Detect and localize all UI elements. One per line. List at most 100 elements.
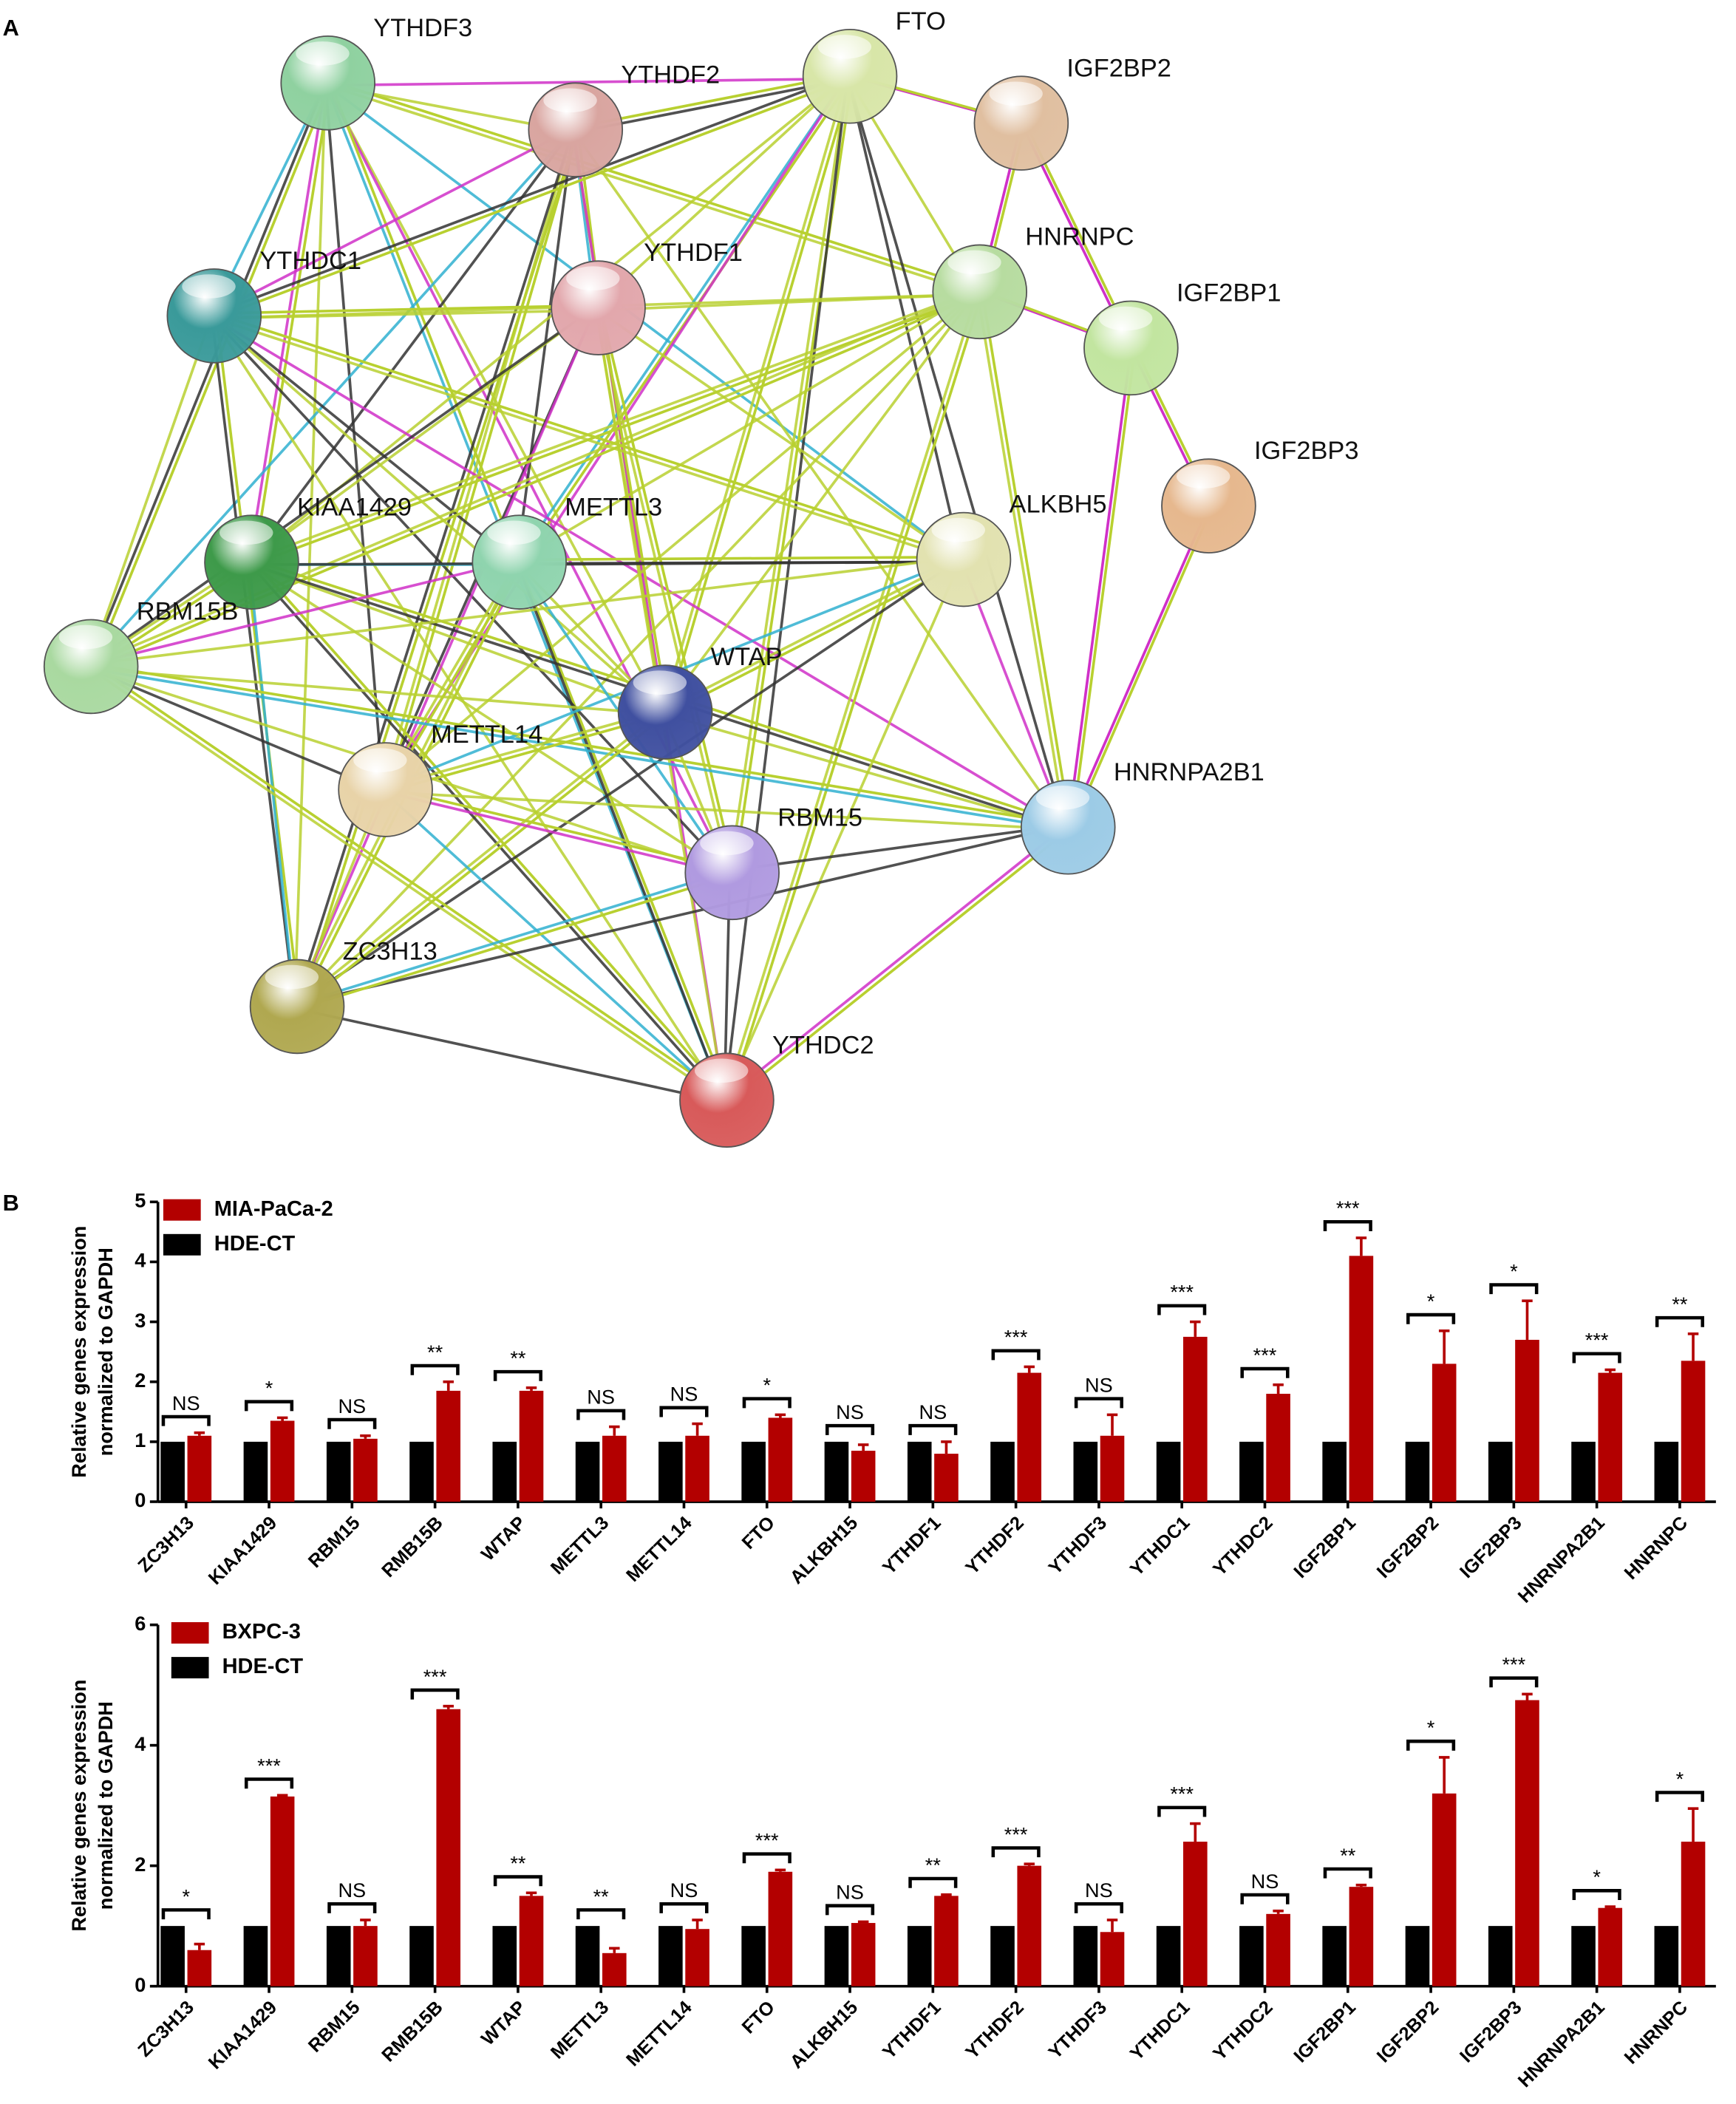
edge: [723, 290, 979, 1100]
significance-bracket: [1074, 1902, 1123, 1913]
significance-bracket: [576, 1908, 626, 1920]
y-tick-label: 6: [135, 1612, 146, 1635]
node-label: KIAA1429: [297, 493, 412, 521]
edge: [1071, 505, 1214, 828]
edge: [250, 288, 980, 562]
significance-label: NS: [1085, 1374, 1113, 1397]
node-label: YTHDC1: [259, 247, 361, 275]
legend-label: BXPC-3: [222, 1620, 301, 1644]
node-highlight: [265, 964, 319, 990]
edge: [516, 74, 849, 562]
x-tick-label: ALKBH15: [786, 1513, 862, 1588]
bar: [824, 1441, 849, 1502]
bar: [1322, 1441, 1347, 1502]
edge: [90, 667, 666, 716]
edge: [211, 316, 519, 565]
bar-chart: 0 2 4 6 Relative genes expression normalized …: [67, 1612, 1716, 2091]
edge: [89, 667, 386, 794]
bar: [270, 1420, 295, 1502]
significance-label: NS: [1251, 1870, 1279, 1893]
significance-label: ***: [1336, 1196, 1360, 1219]
x-tick-label: IGF2BP1: [1290, 1513, 1360, 1582]
significance-bracket: [991, 1349, 1041, 1361]
bar: [741, 1926, 766, 1986]
bar: [160, 1926, 185, 1986]
bar: [1598, 1907, 1623, 1986]
edge: [87, 81, 327, 667]
edge: [1070, 347, 1137, 828]
bar: [519, 1896, 544, 1986]
node-highlight: [947, 250, 1001, 275]
edge: [666, 76, 854, 713]
edge: [723, 557, 963, 1100]
edge: [211, 316, 665, 715]
significance-bracket: [659, 1406, 709, 1417]
bar: [907, 1441, 932, 1502]
significance-bracket: [742, 1397, 792, 1409]
bar: [990, 1441, 1015, 1502]
significance-bracket: [1157, 1304, 1207, 1315]
bar: [1073, 1926, 1098, 1986]
significance-bracket: [1074, 1397, 1123, 1409]
bar: [990, 1926, 1015, 1986]
bar: [1183, 1336, 1208, 1502]
node-highlight: [700, 831, 754, 856]
significance-bracket: [742, 1852, 792, 1864]
bar: [575, 1926, 600, 1986]
significance-bracket: [825, 1904, 875, 1916]
significance-label: *: [182, 1885, 190, 1907]
edge: [662, 289, 979, 712]
edge: [248, 562, 726, 1103]
significance-label: ***: [1170, 1783, 1194, 1805]
bar: [1515, 1700, 1539, 1986]
bar: [187, 1950, 212, 1986]
bar: [1432, 1363, 1457, 1502]
edge: [517, 288, 979, 562]
edge: [252, 83, 332, 563]
legend-swatch: [171, 1622, 209, 1644]
x-tick-label: METTL14: [622, 1997, 695, 2070]
significance-bracket: [1240, 1893, 1290, 1904]
bar: [685, 1435, 709, 1502]
bar: [1156, 1926, 1181, 1986]
significance-label: ***: [1253, 1344, 1277, 1366]
significance-label: *: [1593, 1865, 1601, 1888]
x-tick-label: WTAP: [477, 1512, 530, 1565]
significance-label: ***: [755, 1828, 779, 1851]
node-highlight: [1035, 786, 1090, 810]
significance-bracket: [1489, 1283, 1539, 1295]
bar: [1349, 1887, 1374, 1986]
network-nodes: YTHDF3 YTHDF2 FTO IGF2BP2 YTHDC1 YTHDF1 HNRNPC…: [43, 7, 1359, 1148]
significance-bracket: [1572, 1352, 1621, 1363]
legend-swatch: [163, 1199, 201, 1221]
edge: [960, 559, 1067, 829]
node-label: HNRNPC: [1025, 222, 1134, 251]
bar: [602, 1953, 627, 1986]
x-tick-label: YTHDF2: [961, 1513, 1028, 1579]
x-tick-label: YTHDC1: [1126, 1997, 1194, 2064]
significance-label: **: [510, 1347, 526, 1369]
edge: [385, 786, 733, 872]
y-tick-label: 0: [135, 1488, 146, 1511]
bar: [436, 1390, 461, 1502]
bar: [1156, 1441, 1181, 1502]
edge: [296, 1007, 727, 1104]
bar: [907, 1926, 932, 1986]
x-tick-label: KIAA1429: [205, 1513, 281, 1589]
significance-label: *: [1676, 1767, 1684, 1790]
significance-bracket: [327, 1417, 377, 1429]
significance-label: NS: [1085, 1879, 1113, 1902]
edge: [296, 823, 1068, 1006]
edge: [252, 559, 730, 1100]
significance-bracket: [1655, 1315, 1704, 1327]
bar: [1654, 1926, 1679, 1986]
edge: [661, 75, 849, 712]
edge: [297, 874, 734, 1010]
edge: [89, 667, 726, 1103]
y-axis-label: Relative genes expression: [67, 1680, 90, 1932]
x-tick-label: IGF2BP2: [1373, 1513, 1443, 1582]
bar: [1654, 1441, 1679, 1502]
bar: [1349, 1256, 1374, 1502]
bar: [353, 1926, 378, 1986]
significance-bracket: [1323, 1867, 1372, 1879]
